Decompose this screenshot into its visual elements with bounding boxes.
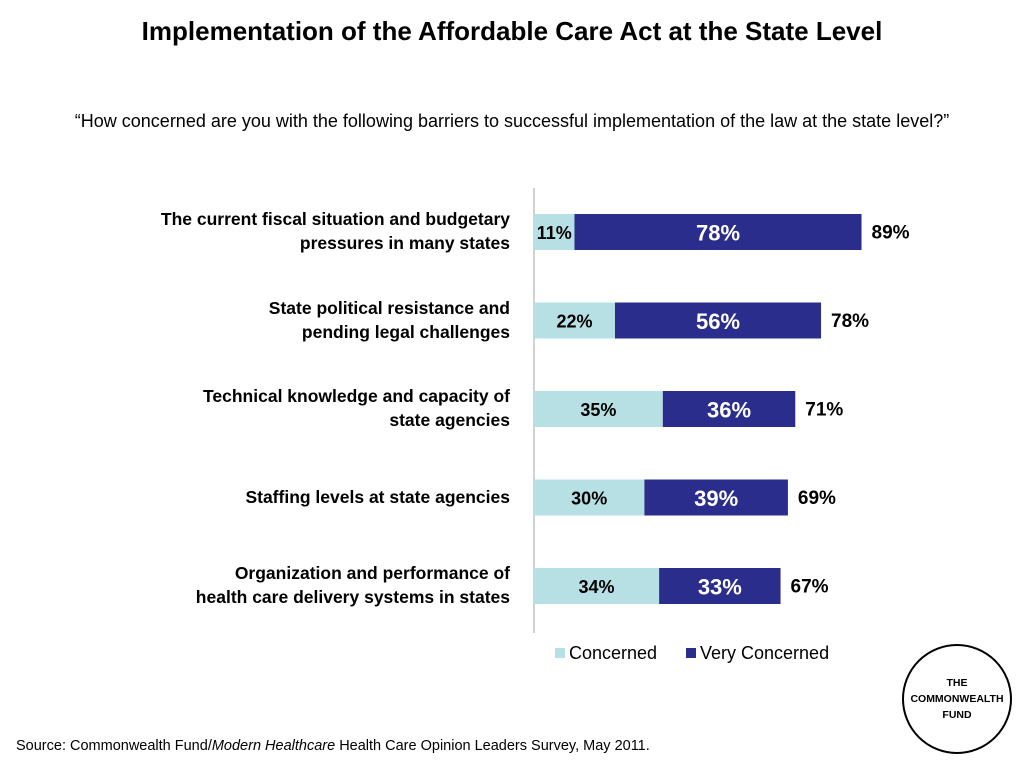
bar-concerned [534,214,575,250]
data-label-concerned: 30% [571,489,607,509]
bar-very-concerned [644,479,788,516]
bar-very-concerned [662,391,796,427]
data-label-very-concerned: 33% [698,575,742,600]
chart-title: Implementation of the Affordable Care Ac… [141,16,883,46]
source-note: Source: Commonwealth Fund/Modern Healthc… [16,738,650,754]
legend-label-concerned: Concerned [569,643,657,663]
data-label-very-concerned: 78% [696,221,740,246]
data-label-very-concerned: 39% [694,486,738,511]
data-label-total: 78% [831,311,869,332]
source-suffix: Health Care Opinion Leaders Survey, May … [335,738,650,754]
data-label-concerned: 11% [537,223,572,243]
category-label-line: health care delivery systems in states [195,587,510,607]
legend-swatch-very-concerned [686,648,696,658]
source-prefix: Source: Commonwealth Fund/ [16,738,212,754]
data-label-total: 71% [805,400,843,421]
category-label-line: The current fiscal situation and budgeta… [160,209,510,229]
category-label-line: State political resistance and [268,297,510,318]
data-label-total: 89% [872,223,910,244]
category-label-line: pending legal challenges [301,321,510,342]
logo-text: THE COMMONWEALTH FUND [910,677,1004,721]
legend-label-very-concerned: Very Concerned [700,643,829,663]
source-publication: Modern Healthcare [211,738,336,754]
data-label-total: 67% [791,577,829,598]
category-label: Organization and performance of health ca… [90,561,510,609]
bar-concerned [534,302,615,339]
category-label-line: Technical knowledge and capacity of [203,386,510,406]
data-label-concerned: 34% [579,577,615,597]
data-label-concerned: 22% [556,312,592,332]
bar-concerned [534,568,660,604]
bar-very-concerned [574,214,862,250]
category-label: State political resistance and pending le… [90,296,510,344]
survey-question: “How concerned are you with the followin… [74,111,950,131]
bar-concerned [534,479,645,516]
category-label: Technical knowledge and capacity of state… [90,384,510,432]
data-label-concerned: 35% [580,400,616,420]
category-label-line: Organization and performance of [234,563,510,583]
bar-concerned [534,391,663,427]
bar-very-concerned [659,568,781,604]
data-label-total: 69% [798,488,836,509]
legend-swatch-concerned [555,648,565,658]
bar-very-concerned [614,302,822,339]
category-label-line: pressures in many states [299,233,510,253]
category-label-line: Staffing levels at state agencies [245,486,510,507]
data-label-very-concerned: 56% [696,309,740,334]
commonwealth-fund-logo: THE COMMONWEALTH FUND [902,644,1012,754]
category-label-line: state agencies [389,410,510,430]
category-label: Staffing levels at state agencies [90,485,510,509]
category-label: The current fiscal situation and budgeta… [90,207,510,255]
data-label-very-concerned: 36% [707,398,751,423]
